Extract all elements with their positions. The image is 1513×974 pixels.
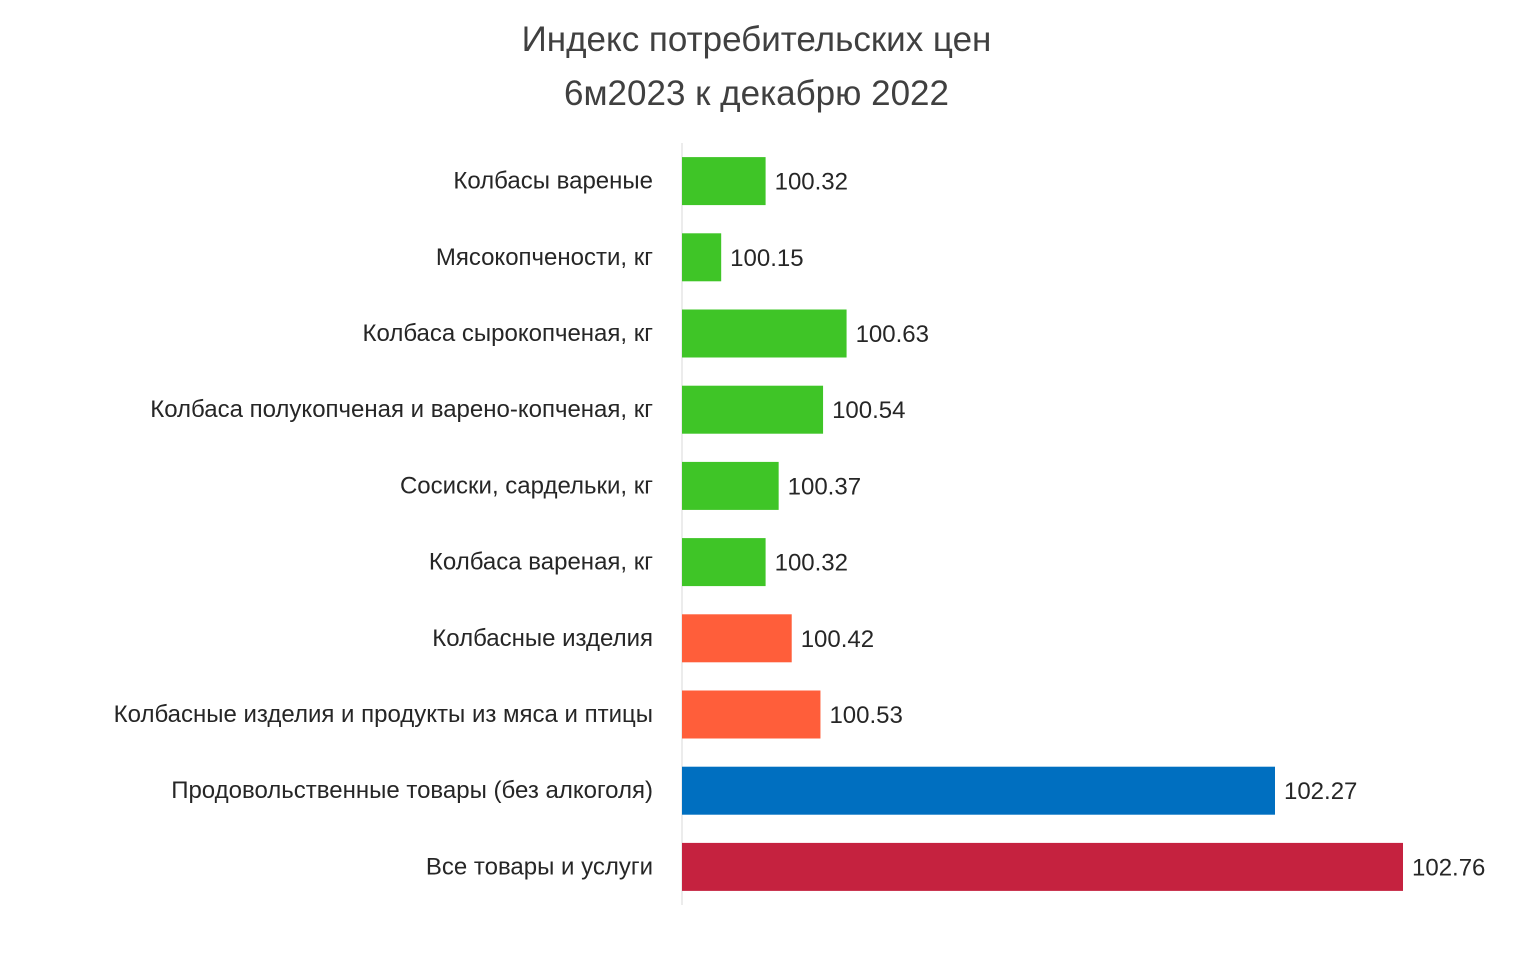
data-label: 100.32 (775, 550, 848, 577)
bar (682, 461, 779, 510)
category-label: Мясокопчености, кг (436, 244, 653, 271)
bar (682, 614, 792, 663)
category-label: Сосиски, сардельки, кг (400, 472, 653, 499)
chart-title-line-1: Индекс потребительских цен (521, 20, 992, 59)
data-label: 100.63 (856, 321, 929, 348)
category-label: Колбаса сырокопченая, кг (363, 320, 654, 347)
data-label: 100.15 (730, 245, 803, 272)
data-label: 100.32 (775, 169, 848, 196)
data-label: 100.42 (801, 626, 874, 653)
bar (682, 157, 766, 206)
category-label: Все товары и услуги (426, 853, 653, 880)
bar (682, 538, 766, 587)
bar (682, 233, 722, 282)
data-label: 100.53 (829, 702, 902, 729)
category-label: Колбасные изделия (432, 625, 653, 652)
bar (682, 766, 1275, 815)
category-label: Продовольственные товары (без алкоголя) (171, 777, 653, 804)
bar (682, 309, 847, 358)
chart-title-line-2: 6м2023 к декабрю 2022 (564, 74, 949, 113)
bars-layer: Колбасы вареные 100.32 Мясокопчености, кг 1… (114, 143, 1485, 905)
category-label: Колбаса полукопченая и варено-копченая, … (150, 396, 653, 423)
category-label: Колбасные изделия и продукты из мяса и п… (114, 701, 653, 728)
data-label: 100.37 (788, 473, 861, 500)
category-label: Колбаса вареная, кг (429, 549, 653, 576)
data-label: 100.54 (832, 397, 905, 424)
category-label: Колбасы вареные (453, 168, 653, 195)
data-label: 102.27 (1284, 778, 1357, 805)
bar (682, 385, 824, 434)
bar (682, 690, 821, 739)
bar (682, 842, 1403, 891)
data-label: 102.76 (1412, 854, 1485, 881)
